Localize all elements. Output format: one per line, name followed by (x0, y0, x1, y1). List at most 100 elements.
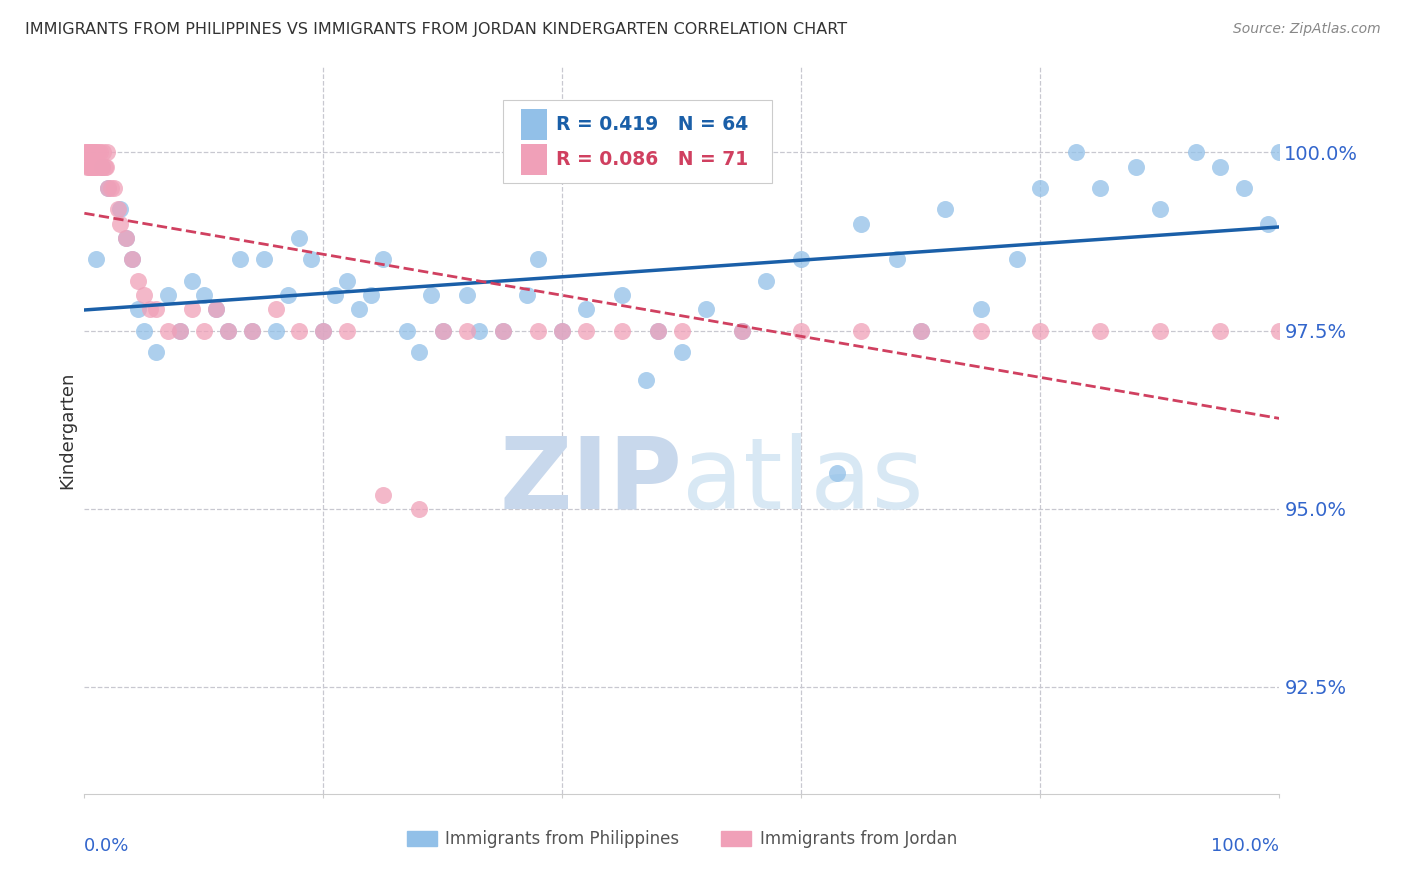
Point (373, 487, 395, 501)
Point (1090, 181, 1112, 195)
Point (420, 288, 443, 302)
Text: ZIP: ZIP (499, 433, 682, 530)
Point (671, 345, 693, 359)
Text: R = 0.086   N = 71: R = 0.086 N = 71 (557, 150, 748, 169)
Point (79, 145, 101, 160)
Point (731, 324, 754, 338)
Point (851, 324, 873, 338)
Text: 0.0%: 0.0% (84, 838, 129, 855)
Point (1090, 324, 1112, 338)
Point (80, 160, 103, 174)
Point (970, 302, 993, 317)
Point (79, 160, 101, 174)
Point (1149, 324, 1171, 338)
Point (468, 324, 491, 338)
Point (527, 252, 550, 267)
Point (1268, 145, 1291, 160)
Point (110, 202, 132, 217)
Point (551, 324, 574, 338)
Point (288, 231, 311, 245)
Point (1029, 181, 1052, 195)
Point (1149, 202, 1171, 217)
Point (139, 302, 162, 317)
Point (1029, 324, 1052, 338)
Point (671, 324, 693, 338)
Point (373, 252, 395, 267)
Point (612, 288, 634, 302)
Point (1185, 145, 1208, 160)
Point (731, 324, 754, 338)
Text: Source: ZipAtlas.com: Source: ZipAtlas.com (1233, 22, 1381, 37)
Point (193, 324, 215, 338)
Point (82, 145, 104, 160)
Point (97, 181, 120, 195)
Point (77, 145, 100, 160)
Point (80, 145, 103, 160)
Point (132, 288, 156, 302)
Point (336, 324, 359, 338)
Point (527, 324, 550, 338)
Point (93, 145, 115, 160)
Point (94, 160, 117, 174)
Point (910, 324, 932, 338)
Point (349, 302, 371, 317)
Point (121, 252, 143, 267)
Point (84, 145, 107, 160)
Text: R = 0.419   N = 64: R = 0.419 N = 64 (557, 115, 748, 134)
FancyBboxPatch shape (503, 100, 772, 183)
Point (93, 160, 115, 174)
Point (312, 324, 335, 338)
Point (193, 288, 215, 302)
Point (647, 324, 669, 338)
Legend: Immigrants from Philippines, Immigrants from Jordan: Immigrants from Philippines, Immigrants … (401, 823, 963, 855)
Point (336, 274, 359, 288)
Point (76, 145, 98, 160)
Point (96, 145, 118, 160)
Point (492, 324, 515, 338)
Point (90, 160, 112, 174)
Point (83, 160, 105, 174)
Point (790, 252, 813, 267)
Point (264, 324, 287, 338)
Point (181, 302, 204, 317)
Point (1209, 324, 1232, 338)
Point (76, 160, 98, 174)
Point (360, 288, 382, 302)
Point (432, 324, 454, 338)
Text: IMMIGRANTS FROM PHILIPPINES VS IMMIGRANTS FROM JORDAN KINDERGARTEN CORRELATION C: IMMIGRANTS FROM PHILIPPINES VS IMMIGRANT… (25, 22, 848, 37)
Point (408, 345, 430, 359)
Point (970, 324, 993, 338)
Point (575, 302, 598, 317)
Point (551, 324, 574, 338)
Bar (520, 110, 547, 140)
Point (132, 324, 156, 338)
Point (217, 324, 239, 338)
Point (277, 288, 299, 302)
Point (77, 145, 100, 160)
Point (492, 324, 515, 338)
Point (827, 466, 849, 480)
Point (851, 217, 873, 231)
Point (516, 288, 538, 302)
Point (1257, 217, 1279, 231)
Point (1209, 160, 1232, 174)
Point (84, 160, 107, 174)
Y-axis label: Kindergarten: Kindergarten (58, 372, 76, 489)
Point (91, 160, 114, 174)
Point (181, 274, 204, 288)
Point (934, 202, 956, 217)
Point (169, 324, 191, 338)
Point (408, 501, 430, 516)
Point (612, 324, 634, 338)
Point (695, 302, 717, 317)
Point (121, 252, 143, 267)
Point (110, 217, 132, 231)
Point (456, 288, 478, 302)
Point (886, 252, 908, 267)
Point (100, 181, 122, 195)
Point (264, 302, 287, 317)
Point (83, 145, 105, 160)
Point (205, 302, 228, 317)
Point (86, 160, 108, 174)
Point (75, 145, 97, 160)
